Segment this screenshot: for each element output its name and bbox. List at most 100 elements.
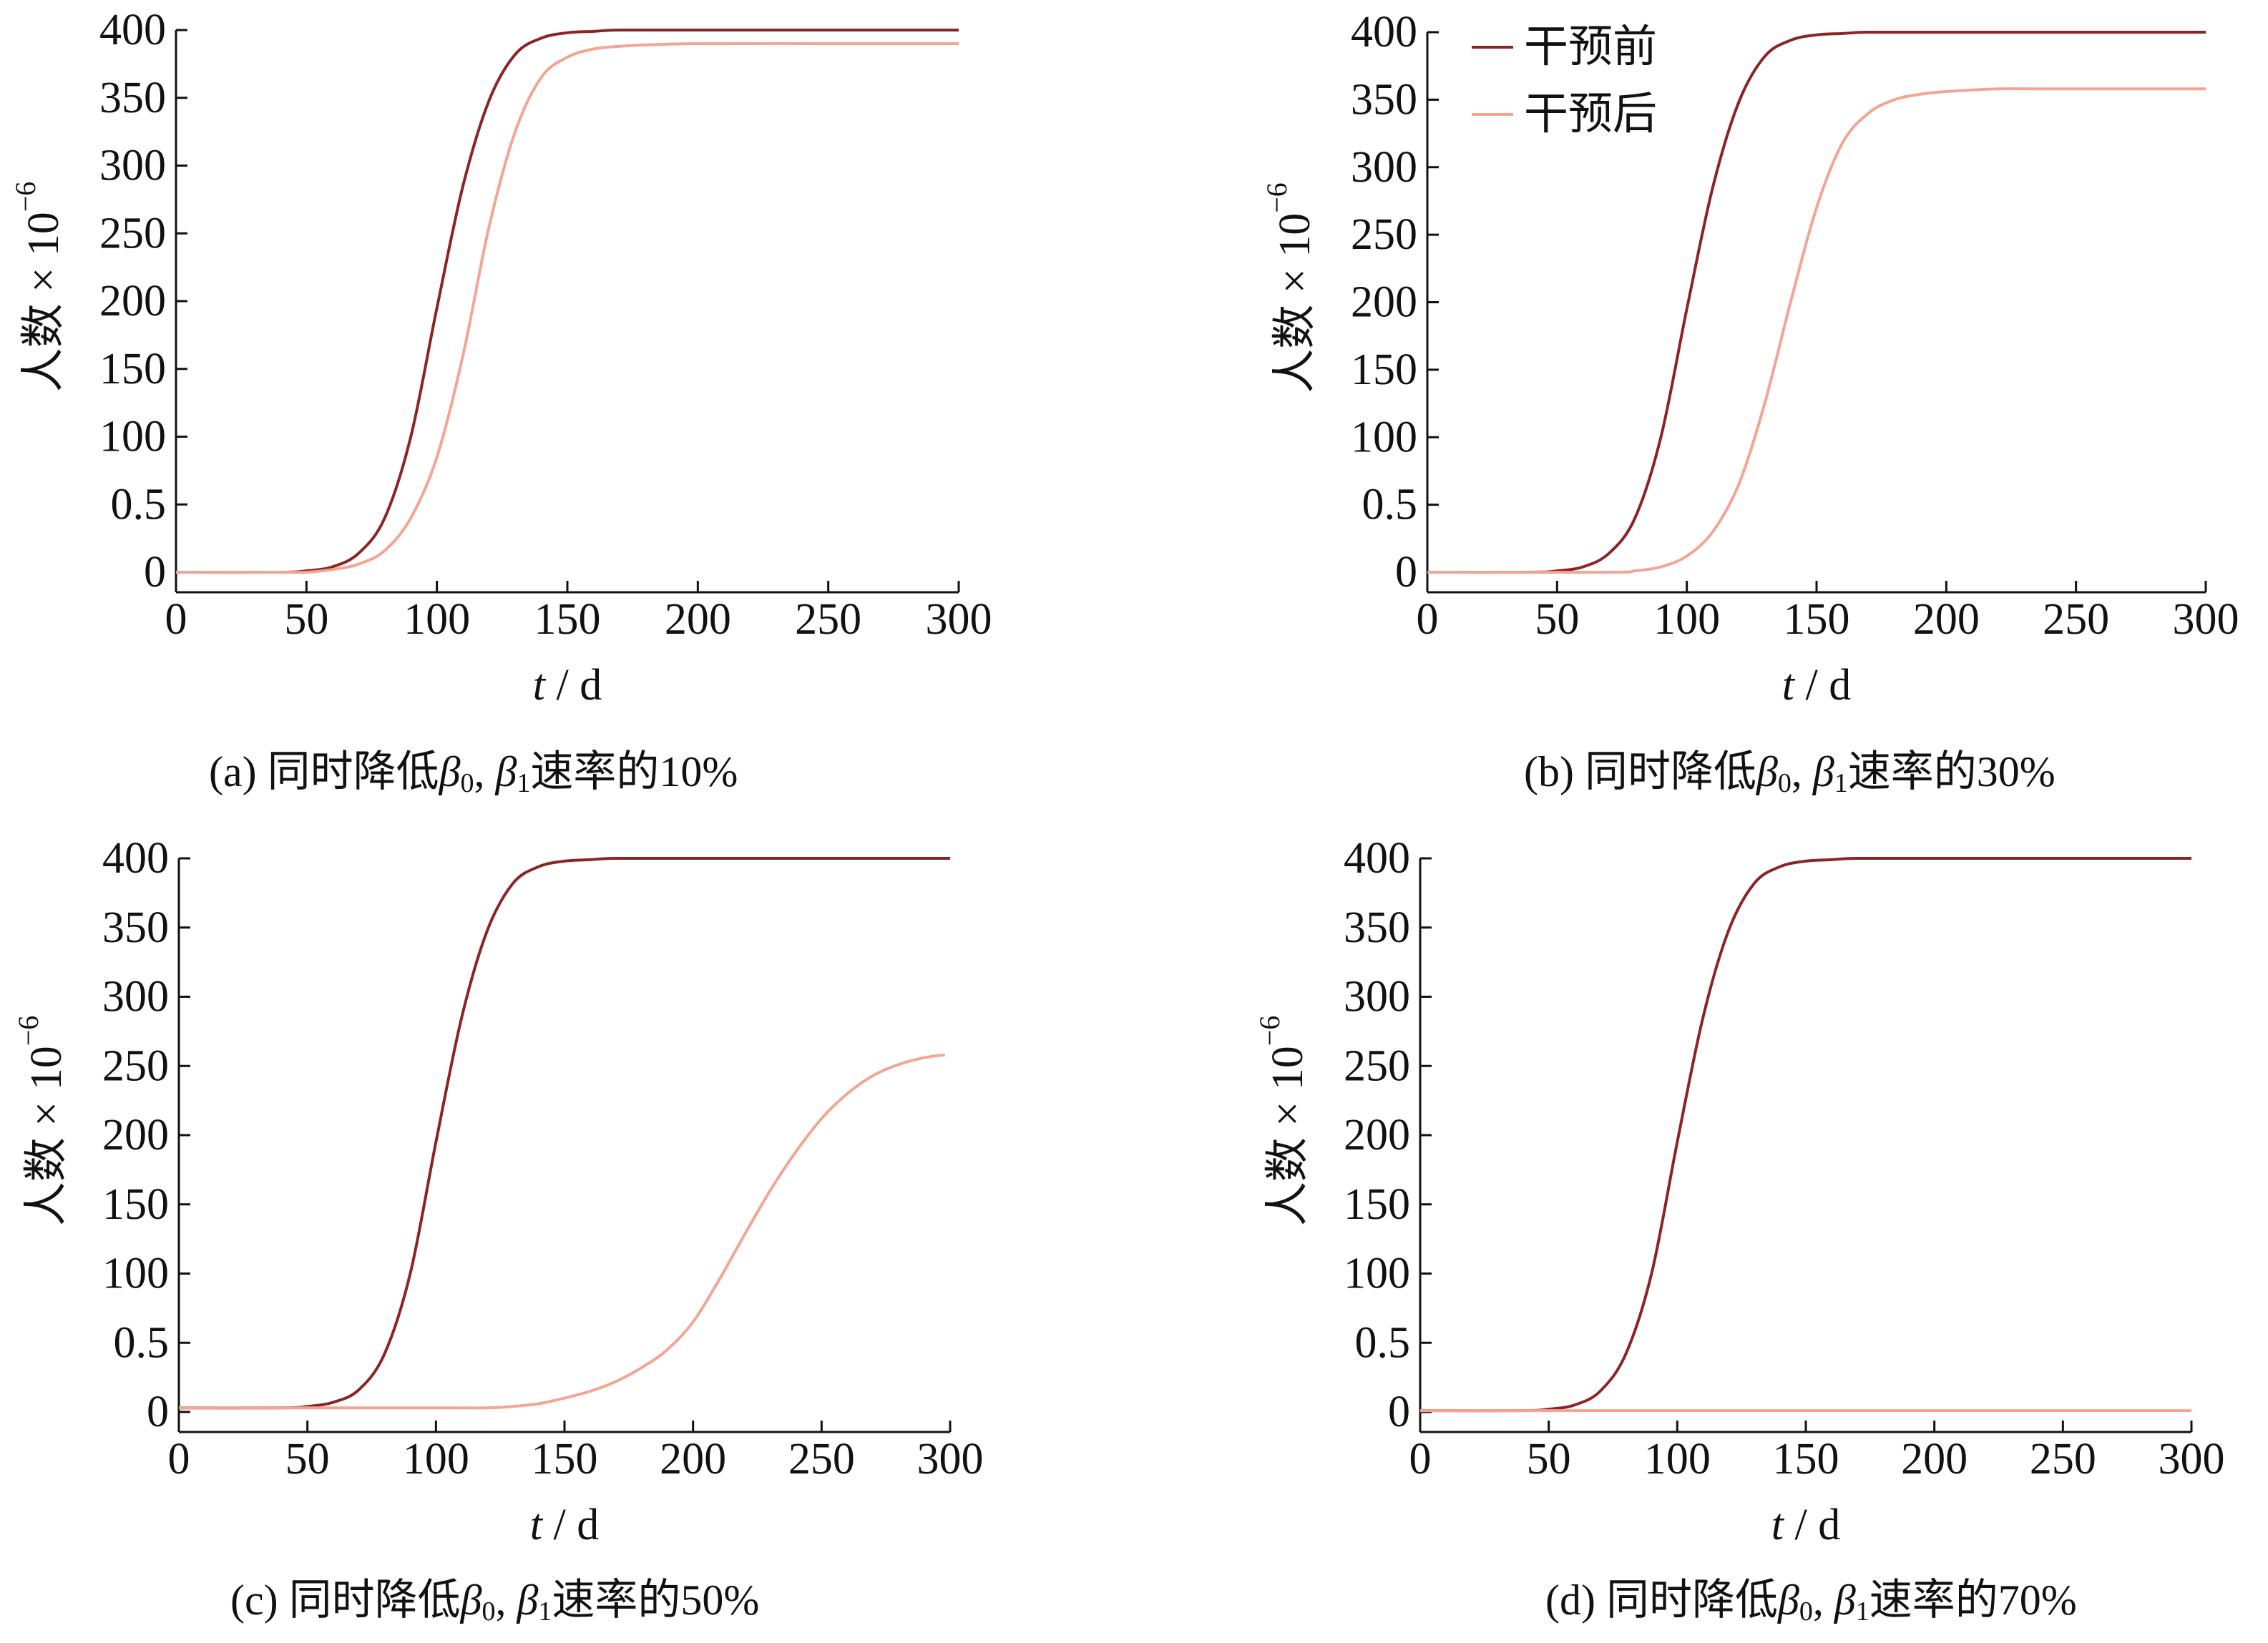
x-tick-label: 250 <box>788 1435 855 1483</box>
x-tick-label: 100 <box>403 1435 469 1483</box>
y-axis-label: 人数 × 10−6 <box>12 1016 72 1227</box>
x-axis-label-var: t <box>530 1501 544 1549</box>
chart-svg-d: 0 0.5 100 150 200 250 300 350 400 0 50 100 150 200 250… <box>1253 834 2225 1549</box>
series-line-before <box>178 856 950 1410</box>
x-tick-label: 300 <box>2159 1435 2225 1483</box>
y-tick-label: 100 <box>102 1250 169 1298</box>
y-tick-label: 150 <box>102 1180 169 1229</box>
y-tick-label: 200 <box>1351 278 1417 327</box>
y-axis-label-main: 人数 × 10 <box>22 1046 71 1226</box>
y-axis-label-exponent: −6 <box>12 1016 44 1046</box>
y-tick-label: 0.5 <box>1355 1318 1411 1367</box>
y-tick-label: 400 <box>102 834 169 883</box>
y-tick-label: 300 <box>1351 143 1417 192</box>
x-tick-label: 150 <box>1773 1435 1839 1483</box>
series-line-after <box>179 1053 946 1410</box>
y-tick-label: 0 <box>1388 1388 1410 1436</box>
x-tick-label: 300 <box>926 595 992 644</box>
y-tick-label: 300 <box>99 142 166 190</box>
x-tick-label: 200 <box>665 595 731 644</box>
x-axis-label-unit: / d <box>545 661 602 710</box>
y-tick-label: 350 <box>1344 903 1410 952</box>
x-axis-label: t / d <box>533 661 602 710</box>
y-tick-label: 0 <box>1395 548 1417 597</box>
x-tick-label: 100 <box>1644 1435 1711 1483</box>
x-tick-label: 300 <box>2173 595 2239 644</box>
x-tick-label: 250 <box>795 595 861 644</box>
y-tick-label: 0.5 <box>114 1318 170 1367</box>
x-axis-label-unit: / d <box>542 1501 599 1549</box>
x-tick-label: 200 <box>660 1435 726 1483</box>
series-line-after <box>1427 87 2206 574</box>
y-tick-label: 150 <box>1344 1180 1410 1229</box>
y-axis-label-exponent: −6 <box>1261 182 1293 213</box>
series-line-before <box>175 28 959 574</box>
chart-panel-d: 0 0.5 100 150 200 250 300 350 400 0 50 100 150 200 250… <box>1134 821 2268 1642</box>
x-tick-label: 0 <box>1417 595 1439 644</box>
x-tick-label: 100 <box>404 595 470 644</box>
x-tick-label: 250 <box>2030 1435 2096 1483</box>
x-axis-label-var: t <box>1782 661 1796 710</box>
x-tick-label: 250 <box>2043 595 2109 644</box>
y-tick-label: 0.5 <box>111 480 167 529</box>
chart-panel-a: 0 0.5 100 150 200 250 300 350 400 0 50 100 150 200 250… <box>0 0 1134 821</box>
x-tick-label: 50 <box>1535 595 1579 644</box>
series-line-before <box>1419 856 2191 1413</box>
y-tick-label: 150 <box>1351 345 1417 394</box>
caption-c: (c) 同时降低β0, β1速率的50% <box>230 1576 760 1627</box>
y-tick-label: 200 <box>99 277 166 325</box>
y-axis-label-exponent: −6 <box>9 182 41 212</box>
y-tick-label: 100 <box>99 413 166 461</box>
y-tick-label: 250 <box>102 1041 169 1090</box>
y-axis-label-exponent: −6 <box>1253 1016 1286 1046</box>
x-tick-label: 200 <box>1901 1435 1968 1483</box>
chart-svg-b: 0 0.5 100 150 200 250 300 350 400 0 50 100 150 200 250… <box>1261 8 2239 710</box>
x-axis-label: t / d <box>1782 661 1851 710</box>
y-tick-label: 250 <box>1351 210 1417 259</box>
y-tick-label: 400 <box>99 6 166 54</box>
x-axis-label: t / d <box>530 1501 599 1549</box>
y-tick-label: 300 <box>1344 973 1410 1021</box>
y-tick-label: 250 <box>1344 1041 1410 1090</box>
y-tick-label: 0 <box>147 1388 169 1436</box>
legend-label-before: 干预前 <box>1524 23 1657 72</box>
x-axis-label-unit: / d <box>1784 1501 1840 1549</box>
x-tick-label: 100 <box>1653 595 1720 644</box>
y-tick-label: 400 <box>1344 834 1410 883</box>
y-tick-label: 100 <box>1351 413 1417 461</box>
y-tick-label: 350 <box>102 903 169 952</box>
x-axis-label-var: t <box>533 661 547 710</box>
y-tick-label: 350 <box>1351 75 1417 124</box>
y-tick-label: 100 <box>1344 1250 1410 1298</box>
chart-panel-b: 0 0.5 100 150 200 250 300 350 400 0 50 100 150 200 250… <box>1134 0 2268 821</box>
y-tick-label: 0.5 <box>1362 481 1418 529</box>
x-tick-label: 150 <box>532 1435 598 1483</box>
chart-panel-c: 0 0.5 100 150 200 250 300 350 400 0 50 100 150 200 250… <box>0 821 1134 1642</box>
x-tick-label: 150 <box>1784 595 1850 644</box>
x-axis-label-var: t <box>1771 1501 1785 1549</box>
x-axis-label-unit: / d <box>1794 661 1851 710</box>
y-axis-label: 人数 × 10−6 <box>1261 182 1320 393</box>
series-line-after <box>176 41 959 574</box>
y-axis-label: 人数 × 10−6 <box>1253 1016 1313 1227</box>
x-tick-label: 0 <box>1409 1435 1432 1483</box>
caption-b: (b) 同时降低β0, β1速率的30% <box>1524 748 2056 798</box>
y-tick-label: 300 <box>102 973 169 1021</box>
y-axis-label-main: 人数 × 10 <box>1263 1046 1312 1226</box>
y-tick-label: 400 <box>1351 8 1417 57</box>
x-axis-label: t / d <box>1771 1501 1840 1549</box>
x-tick-label: 0 <box>168 1435 190 1483</box>
x-tick-label: 200 <box>1913 595 1980 644</box>
series-line-before <box>1427 30 2206 574</box>
x-tick-label: 50 <box>1527 1435 1571 1483</box>
y-tick-label: 350 <box>99 74 166 122</box>
x-tick-label: 150 <box>534 595 601 644</box>
y-axis-label-main: 人数 × 10 <box>19 212 68 392</box>
x-tick-label: 300 <box>917 1435 984 1483</box>
y-tick-label: 200 <box>102 1111 169 1159</box>
legend-label-after: 干预后 <box>1524 90 1657 139</box>
x-tick-label: 50 <box>285 1435 330 1483</box>
y-tick-label: 150 <box>99 345 166 393</box>
chart-svg-c: 0 0.5 100 150 200 250 300 350 400 0 50 100 150 200 250… <box>12 834 984 1549</box>
y-axis-label: 人数 × 10−6 <box>9 182 69 393</box>
